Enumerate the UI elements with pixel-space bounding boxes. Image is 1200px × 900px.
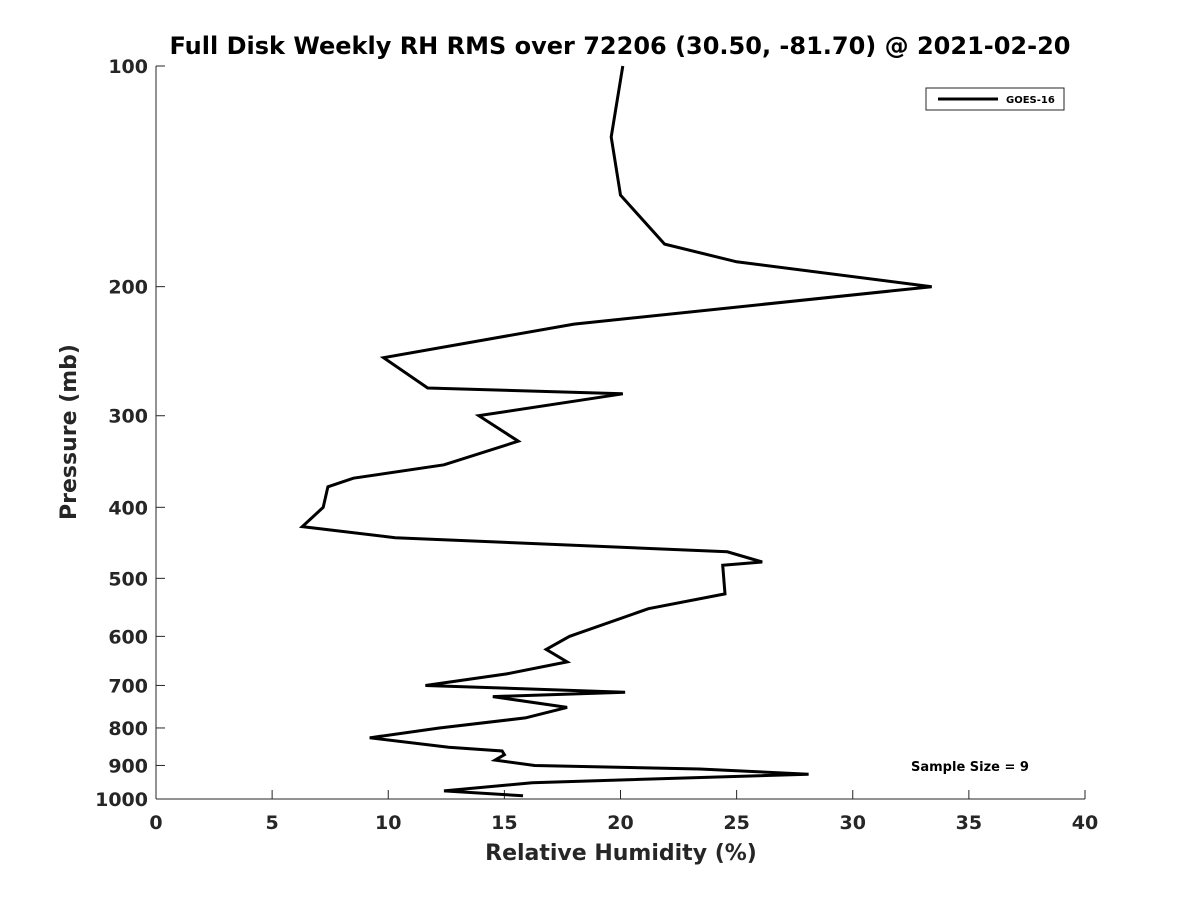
y-tick-label: 200 bbox=[108, 277, 148, 299]
y-tick-label: 500 bbox=[108, 568, 148, 590]
y-tick-label: 600 bbox=[108, 626, 148, 648]
y-tick-label: 300 bbox=[108, 406, 148, 428]
legend: GOES-16 bbox=[925, 87, 1065, 111]
x-tick-label: 15 bbox=[491, 812, 517, 834]
y-tick-label: 100 bbox=[108, 56, 148, 78]
x-tick-label: 10 bbox=[375, 812, 401, 834]
x-tick-label: 20 bbox=[607, 812, 633, 834]
y-tick-label: 1000 bbox=[95, 789, 148, 811]
series-line-goes-16 bbox=[298, 65, 932, 798]
chart-title: Full Disk Weekly RH RMS over 72206 (30.5… bbox=[169, 32, 1070, 60]
x-tick-label: 5 bbox=[266, 812, 279, 834]
legend-label-goes-16: GOES-16 bbox=[1006, 95, 1055, 106]
x-tick-label: 40 bbox=[1072, 812, 1098, 834]
x-axis-label: Relative Humidity (%) bbox=[485, 841, 757, 866]
x-tick-label: 0 bbox=[149, 812, 162, 834]
sample-size-annotation: Sample Size = 9 bbox=[911, 760, 1029, 775]
x-axis-ticks: 0 5 10 15 20 25 30 35 40 bbox=[149, 790, 1098, 834]
y-tick-label: 700 bbox=[108, 675, 148, 697]
x-tick-label: 25 bbox=[723, 812, 749, 834]
y-tick-label: 800 bbox=[108, 718, 148, 740]
y-tick-label: 400 bbox=[108, 497, 148, 519]
y-axis-label: Pressure (mb) bbox=[57, 344, 82, 520]
y-axis-ticks: 100 200 300 400 500 600 700 800 900 1000 bbox=[95, 56, 165, 811]
x-tick-label: 35 bbox=[956, 812, 982, 834]
x-tick-label: 30 bbox=[840, 812, 866, 834]
y-tick-label: 900 bbox=[108, 755, 148, 777]
